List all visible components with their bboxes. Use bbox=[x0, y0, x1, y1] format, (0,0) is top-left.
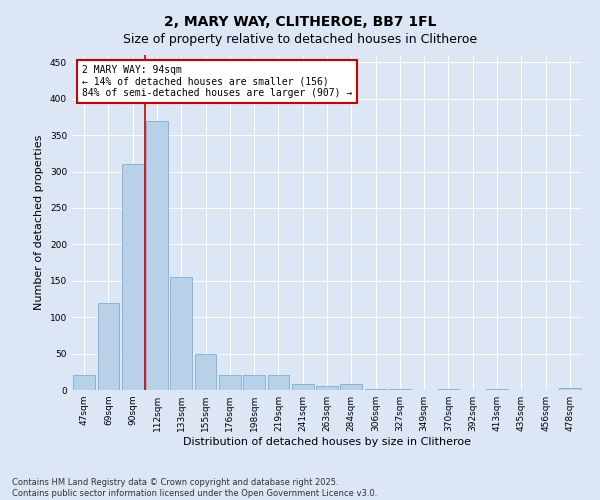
Text: 2, MARY WAY, CLITHEROE, BB7 1FL: 2, MARY WAY, CLITHEROE, BB7 1FL bbox=[164, 15, 436, 29]
Y-axis label: Number of detached properties: Number of detached properties bbox=[34, 135, 44, 310]
Text: 2 MARY WAY: 94sqm
← 14% of detached houses are smaller (156)
84% of semi-detache: 2 MARY WAY: 94sqm ← 14% of detached hous… bbox=[82, 65, 352, 98]
Bar bbox=[73, 376, 95, 390]
Bar bbox=[170, 277, 192, 390]
Bar bbox=[316, 386, 338, 390]
Bar bbox=[292, 384, 314, 390]
Bar bbox=[437, 388, 460, 390]
Bar bbox=[389, 388, 411, 390]
Bar bbox=[559, 388, 581, 390]
Bar bbox=[219, 376, 241, 390]
Bar bbox=[122, 164, 143, 390]
Bar bbox=[340, 384, 362, 390]
Bar bbox=[194, 354, 217, 390]
Bar bbox=[97, 302, 119, 390]
Bar bbox=[146, 120, 168, 390]
X-axis label: Distribution of detached houses by size in Clitheroe: Distribution of detached houses by size … bbox=[183, 437, 471, 447]
Bar bbox=[486, 388, 508, 390]
Text: Contains HM Land Registry data © Crown copyright and database right 2025.
Contai: Contains HM Land Registry data © Crown c… bbox=[12, 478, 377, 498]
Bar bbox=[268, 376, 289, 390]
Text: Size of property relative to detached houses in Clitheroe: Size of property relative to detached ho… bbox=[123, 32, 477, 46]
Bar bbox=[243, 376, 265, 390]
Bar bbox=[365, 388, 386, 390]
